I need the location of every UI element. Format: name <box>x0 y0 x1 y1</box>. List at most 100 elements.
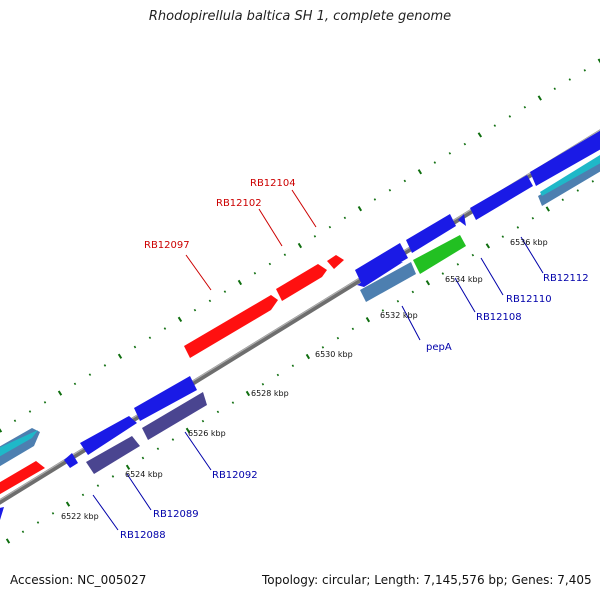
kbp-label: 6530 kbp <box>315 350 353 359</box>
callout-line-RB12108 <box>454 277 476 313</box>
gene-arrow-RB12108[interactable] <box>413 235 466 274</box>
minor-tick <box>253 271 257 275</box>
minor-tick <box>576 189 579 192</box>
minor-tick <box>51 512 55 515</box>
minor-tick <box>141 456 145 460</box>
minor-tick <box>351 327 355 331</box>
minor-tick <box>36 521 40 524</box>
major-tick <box>545 206 550 212</box>
gene-arrow[interactable] <box>406 214 456 253</box>
minor-tick <box>501 235 505 238</box>
gene-label-RB12088[interactable]: RB12088 <box>120 530 166 541</box>
minor-tick <box>283 253 287 257</box>
major-tick <box>57 390 63 396</box>
callout-line-RB12102 <box>258 208 283 247</box>
minor-tick <box>313 235 317 238</box>
minor-tick <box>43 401 47 404</box>
minor-tick <box>463 142 467 146</box>
gene-label-RB12092[interactable]: RB12092 <box>212 470 258 481</box>
major-tick <box>0 428 3 433</box>
gene-arrow-RB12092[interactable] <box>142 392 207 440</box>
minor-tick <box>523 105 527 109</box>
callout-line-pepA <box>401 305 421 341</box>
minor-tick <box>73 382 77 386</box>
minor-tick <box>276 373 280 377</box>
gene-arrow[interactable] <box>80 416 137 455</box>
gene-arrow[interactable] <box>64 453 78 468</box>
outer-tick-ring <box>0 58 600 433</box>
major-tick <box>537 95 542 101</box>
minor-tick <box>81 493 85 497</box>
minor-tick <box>411 290 415 294</box>
genome-summary: Topology: circular; Length: 7,145,576 bp… <box>262 573 592 587</box>
minor-tick <box>343 216 347 220</box>
minor-tick <box>111 475 115 478</box>
genome-title: Rhodopirellula baltica SH 1, complete ge… <box>148 9 452 24</box>
kbp-label: 6534 kbp <box>445 275 483 284</box>
minor-tick <box>163 327 167 330</box>
minor-tick <box>321 346 325 349</box>
minor-tick <box>336 336 340 340</box>
major-tick <box>237 279 243 286</box>
gene-arrow[interactable] <box>0 461 45 500</box>
gene-label-RB12112[interactable]: RB12112 <box>543 273 589 284</box>
gene-arrow[interactable] <box>0 507 4 522</box>
major-tick <box>65 501 71 507</box>
gene-label-RB12102[interactable]: RB12102 <box>216 198 262 209</box>
minor-tick <box>88 373 92 376</box>
gene-arrow-RB12097[interactable] <box>184 295 278 358</box>
minor-tick <box>493 124 497 127</box>
gene-arrow[interactable] <box>355 243 408 285</box>
kbp-label: 6536 kbp <box>510 238 548 247</box>
callout-line-RB12104 <box>291 189 317 228</box>
gene-arrow[interactable] <box>530 125 600 186</box>
minor-tick <box>328 225 332 229</box>
gene-label-pepA[interactable]: pepA <box>426 342 452 353</box>
callout-line-RB12112 <box>520 236 544 274</box>
minor-tick <box>193 308 197 312</box>
callout-line-RB12089 <box>126 473 152 511</box>
gene-arrow[interactable] <box>458 214 466 226</box>
major-tick <box>5 538 11 544</box>
minor-tick <box>231 401 235 404</box>
gene-arrow[interactable] <box>540 155 600 196</box>
major-tick <box>177 316 183 323</box>
minor-tick <box>216 410 220 414</box>
gene-arrow[interactable] <box>470 175 533 220</box>
kbp-label: 6526 kbp <box>188 429 226 438</box>
callout-line-RB12110 <box>480 257 504 296</box>
major-tick <box>117 353 123 359</box>
major-tick <box>357 205 363 212</box>
gene-arrow-RB12089[interactable] <box>86 436 140 474</box>
gene-arrow-RB12104[interactable] <box>327 255 344 269</box>
gene-label-RB12110[interactable]: RB12110 <box>506 294 552 305</box>
gene-label-RB12108[interactable]: RB12108 <box>476 312 522 323</box>
minor-tick <box>388 188 392 192</box>
minor-tick <box>433 161 437 164</box>
minor-tick <box>553 87 556 91</box>
reverse-strand-genes <box>0 155 600 522</box>
forward-strand-genes <box>0 125 600 500</box>
major-tick <box>125 464 131 470</box>
minor-tick <box>13 419 17 423</box>
gene-arrow[interactable] <box>134 376 197 421</box>
minor-tick <box>456 263 460 266</box>
gene-arrow[interactable] <box>0 430 38 462</box>
minor-tick <box>508 115 512 118</box>
minor-tick <box>261 382 265 386</box>
gene-label-RB12104[interactable]: RB12104 <box>250 178 296 189</box>
gene-label-RB12089[interactable]: RB12089 <box>153 509 199 520</box>
minor-tick <box>531 216 535 220</box>
minor-tick <box>561 198 564 202</box>
inner-tick-ring <box>5 180 594 544</box>
gene-label-RB12097[interactable]: RB12097 <box>144 240 190 251</box>
kbp-label: 6522 kbp <box>61 512 99 521</box>
minor-tick <box>568 78 571 81</box>
gene-arrow-RB12102[interactable] <box>276 264 327 301</box>
major-tick <box>417 169 423 175</box>
minor-tick <box>583 69 586 72</box>
minor-tick <box>471 253 475 257</box>
gene-arrow-pepA[interactable] <box>360 262 416 302</box>
